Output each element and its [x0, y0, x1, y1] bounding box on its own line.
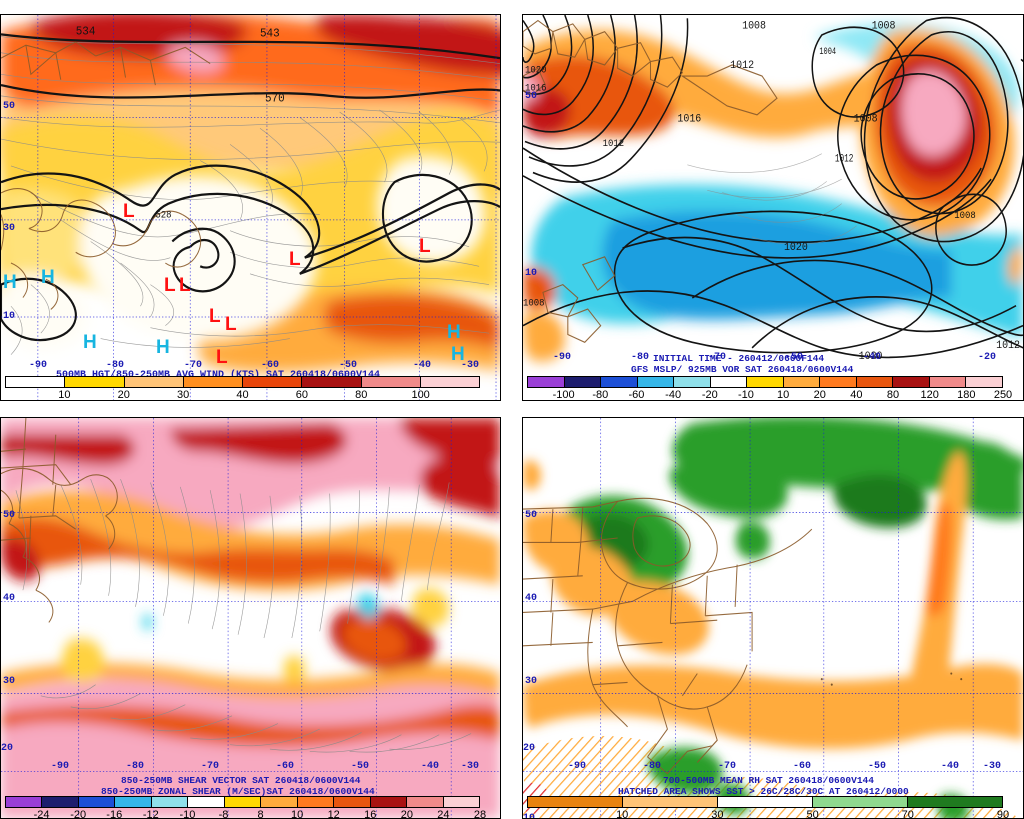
svg-text:1008: 1008 — [872, 20, 896, 33]
svg-text:528: 528 — [155, 209, 171, 220]
svg-text:1008: 1008 — [854, 113, 878, 126]
svg-text:1012: 1012 — [730, 60, 754, 73]
svg-text:1012: 1012 — [996, 339, 1020, 352]
svg-text:1004: 1004 — [819, 46, 836, 58]
svg-text:1012: 1012 — [603, 138, 625, 150]
svg-text:1008: 1008 — [523, 297, 545, 309]
svg-text:1008: 1008 — [954, 210, 976, 222]
svg-text:1020: 1020 — [784, 242, 808, 255]
svg-text:534: 534 — [76, 26, 96, 38]
svg-text:1008: 1008 — [742, 20, 766, 33]
svg-text:543: 543 — [260, 28, 280, 40]
svg-text:570: 570 — [265, 93, 285, 105]
svg-text:1016: 1016 — [677, 113, 701, 126]
svg-text:1020: 1020 — [525, 64, 547, 76]
svg-text:1012: 1012 — [835, 152, 854, 165]
